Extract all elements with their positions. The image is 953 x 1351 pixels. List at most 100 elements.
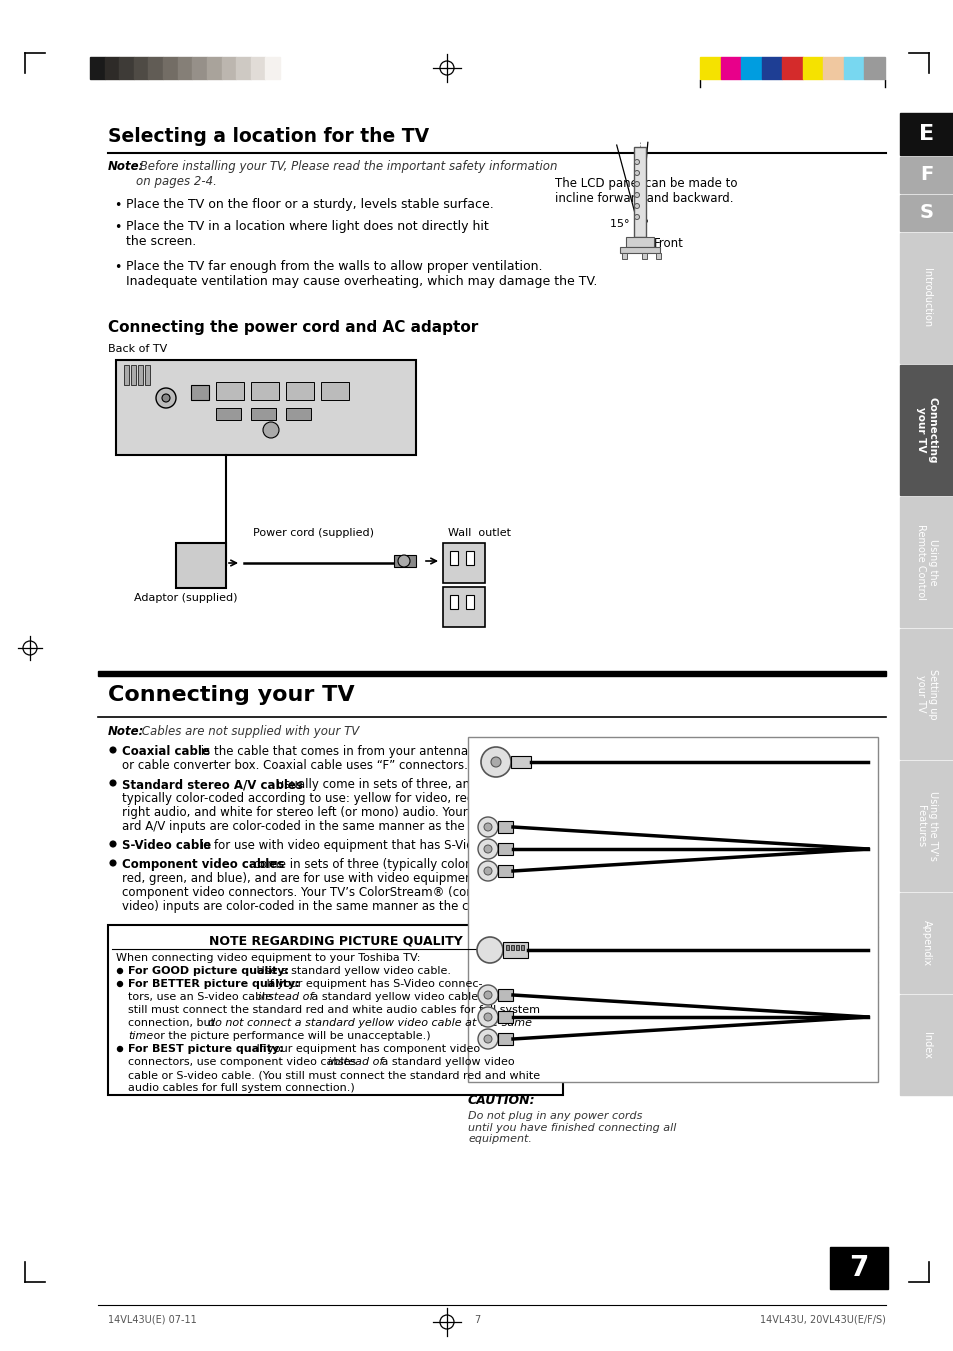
Text: Wall  outlet: Wall outlet <box>448 528 511 538</box>
Text: S-Video cable: S-Video cable <box>122 839 211 852</box>
Bar <box>511 757 531 767</box>
Bar <box>177 57 193 78</box>
Bar <box>511 944 514 950</box>
Bar <box>497 989 513 1001</box>
Bar <box>320 382 349 400</box>
Circle shape <box>634 215 639 219</box>
Text: time: time <box>128 1031 153 1042</box>
Text: Place the TV far enough from the walls to allow proper ventilation.
Inadequate v: Place the TV far enough from the walls t… <box>126 259 597 288</box>
Circle shape <box>634 159 639 165</box>
Text: instead of: instead of <box>257 992 313 1002</box>
Text: Component video cables: Component video cables <box>122 858 284 871</box>
Text: DC
6V: DC 6V <box>192 403 200 413</box>
Bar <box>619 247 659 253</box>
Circle shape <box>117 981 122 986</box>
Bar <box>520 944 523 950</box>
Circle shape <box>156 388 175 408</box>
Text: Standard stereo A/V cables
(typically color-coded yellow for video,
red and whit: Standard stereo A/V cables (typically co… <box>488 888 731 920</box>
Bar <box>863 57 884 78</box>
Bar <box>163 57 177 78</box>
Bar <box>105 57 119 78</box>
Bar <box>286 408 311 420</box>
Circle shape <box>483 867 492 875</box>
Bar <box>191 385 209 400</box>
Text: connection, but: connection, but <box>128 1019 218 1028</box>
Text: Place the TV on the floor or a sturdy, levels stable surface.: Place the TV on the floor or a sturdy, l… <box>126 199 494 211</box>
Text: or cable converter box. Coaxial cable uses “F” connectors.: or cable converter box. Coaxial cable us… <box>122 759 467 771</box>
Bar <box>497 865 513 877</box>
Bar <box>656 253 660 259</box>
Text: red, green, and blue), and are for use with video equipment that has: red, green, and blue), and are for use w… <box>122 871 529 885</box>
Text: Power cord (supplied): Power cord (supplied) <box>253 528 375 538</box>
Text: tors, use an S-video cable: tors, use an S-video cable <box>128 992 275 1002</box>
Text: Note:: Note: <box>108 725 144 738</box>
Bar <box>116 359 416 455</box>
Circle shape <box>477 839 497 859</box>
Bar <box>497 843 513 855</box>
Text: CAUTION:: CAUTION: <box>468 1094 535 1106</box>
Text: Setting up
your TV: Setting up your TV <box>915 669 937 719</box>
Bar <box>265 57 280 78</box>
Bar <box>505 944 509 950</box>
Circle shape <box>634 170 639 176</box>
Text: The LCD panel can be made to
incline forward and backward.: The LCD panel can be made to incline for… <box>555 177 737 205</box>
Text: typically color-coded according to use: yellow for video, red for stereo: typically color-coded according to use: … <box>122 792 535 805</box>
Text: Back of TV: Back of TV <box>108 345 167 354</box>
Circle shape <box>162 394 170 403</box>
Bar <box>98 671 885 676</box>
Text: usually come in sets of three, and are: usually come in sets of three, and are <box>273 778 499 790</box>
Text: Adaptor (supplied): Adaptor (supplied) <box>134 593 237 603</box>
Text: come in sets of three (typically color-coded: come in sets of three (typically color-c… <box>250 858 509 871</box>
Circle shape <box>483 1035 492 1043</box>
Text: instead of: instead of <box>328 1056 383 1067</box>
Bar <box>781 57 801 78</box>
Circle shape <box>263 422 278 438</box>
Text: ard A/V inputs are color-coded in the same manner as the cables.: ard A/V inputs are color-coded in the sa… <box>122 820 510 834</box>
Text: Connecting
your TV: Connecting your TV <box>915 397 937 463</box>
Circle shape <box>477 1006 497 1027</box>
Text: Component video cables
(typically color-coded red, green, blue): Component video cables (typically color-… <box>488 1055 732 1077</box>
Text: •: • <box>113 261 121 274</box>
Bar <box>829 1247 887 1289</box>
Bar <box>899 994 953 1096</box>
Bar <box>468 738 877 1082</box>
Bar <box>634 147 645 236</box>
Text: component video connectors. Your TV’s ColorStream® (component: component video connectors. Your TV’s Co… <box>122 886 518 898</box>
Bar <box>251 408 275 420</box>
Text: Index: Index <box>921 1032 931 1058</box>
Circle shape <box>483 844 492 852</box>
Text: Standard stereo A/V cables: Standard stereo A/V cables <box>122 778 302 790</box>
Text: F: F <box>920 166 933 185</box>
Circle shape <box>110 842 116 847</box>
Bar <box>700 57 720 78</box>
Bar <box>899 365 953 494</box>
Text: VIDEO: VIDEO <box>255 403 275 408</box>
Bar <box>899 113 953 155</box>
Circle shape <box>634 204 639 208</box>
Bar <box>740 57 760 78</box>
Text: 7: 7 <box>848 1254 868 1282</box>
Bar <box>207 57 221 78</box>
Text: do not connect a standard yellow video cable at the same: do not connect a standard yellow video c… <box>208 1019 532 1028</box>
Text: 15°  5°: 15° 5° <box>609 219 648 230</box>
Bar <box>625 236 654 247</box>
Circle shape <box>634 192 639 197</box>
Bar <box>450 594 457 609</box>
Circle shape <box>477 985 497 1005</box>
Text: Using the
Remote Control: Using the Remote Control <box>915 524 937 600</box>
Bar <box>145 365 150 385</box>
Bar <box>450 551 457 565</box>
Text: S-VIDEO: S-VIDEO <box>218 403 244 408</box>
Text: 14VL43U, 20VL43U(E/F/S): 14VL43U, 20VL43U(E/F/S) <box>760 1315 885 1325</box>
Text: Coaxial (antenna) cable: Coaxial (antenna) cable <box>488 782 636 792</box>
Bar <box>131 365 136 385</box>
Bar <box>124 365 129 385</box>
Text: Using the TV's
Features: Using the TV's Features <box>915 792 937 861</box>
Text: S-video cable: S-video cable <box>488 967 571 977</box>
Text: S: S <box>919 204 933 223</box>
Bar <box>899 195 953 231</box>
Text: •: • <box>113 222 121 234</box>
Text: audio cables for full system connection.): audio cables for full system connection.… <box>128 1084 355 1093</box>
Circle shape <box>480 747 511 777</box>
Bar <box>843 57 863 78</box>
